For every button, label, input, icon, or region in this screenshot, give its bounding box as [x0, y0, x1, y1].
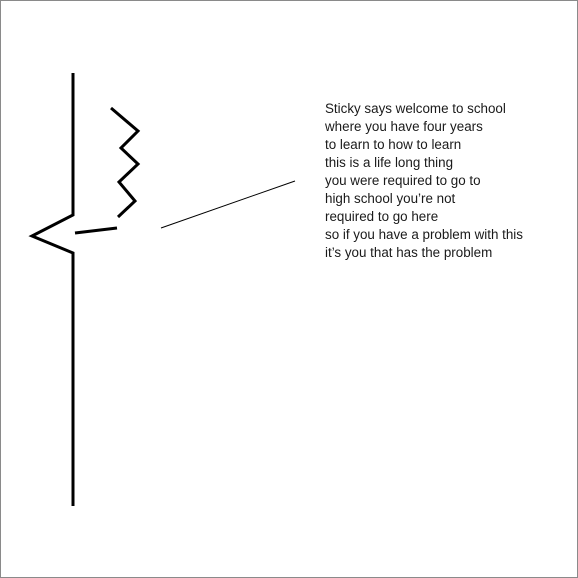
- speech-line: it’s you that has the problem: [325, 245, 493, 260]
- speech-line: where you have four years: [325, 119, 483, 134]
- sticky-mouth-line: [74, 226, 118, 235]
- speech-line: high school you’re not: [325, 191, 456, 206]
- speech-pointer-line: [160, 180, 296, 229]
- speech-line: so if you have a problem with this: [325, 227, 523, 242]
- speech-line: required to go here: [325, 209, 439, 224]
- sticky-body-line: [28, 73, 75, 506]
- speech-line: Sticky says welcome to school: [325, 101, 506, 116]
- speech-text: Sticky says welcome to school where you …: [325, 100, 565, 262]
- speech-line: you were required to go to: [325, 173, 481, 188]
- speech-line: to learn to how to learn: [325, 137, 462, 152]
- speech-line: this is a life long thing: [325, 155, 454, 170]
- sticky-zigzag-arm: [110, 106, 141, 219]
